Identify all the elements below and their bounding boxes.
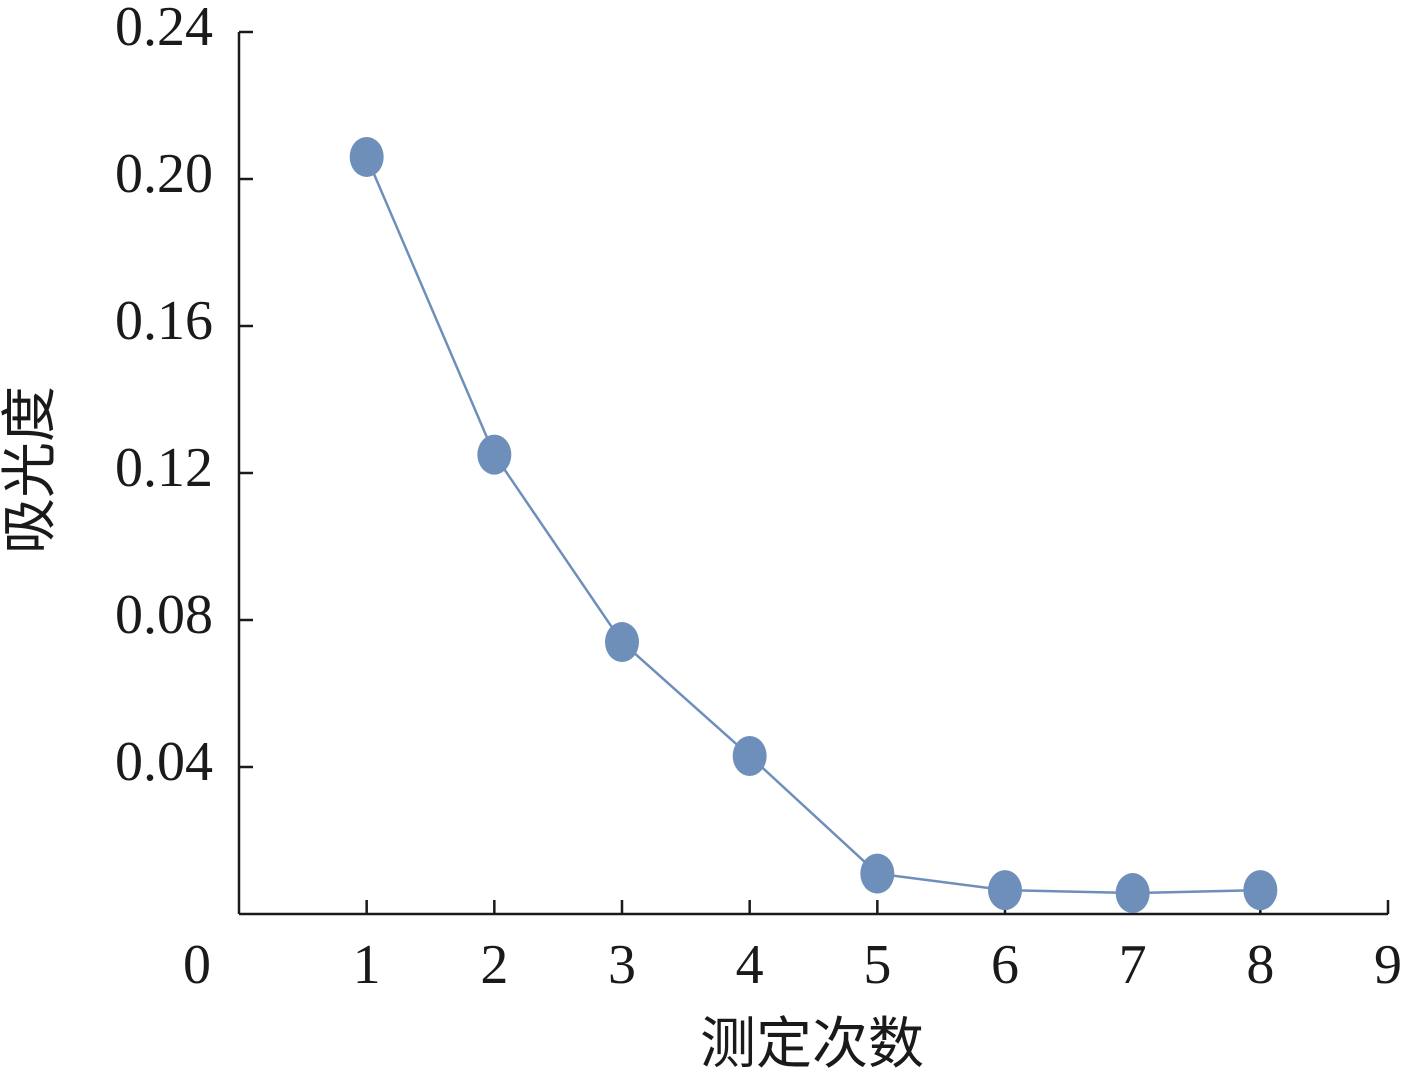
marker bbox=[349, 136, 384, 177]
x-tick-label: 8 bbox=[1246, 934, 1274, 996]
marker bbox=[860, 853, 895, 894]
y-tick-label: 0.08 bbox=[115, 584, 213, 646]
marker bbox=[1243, 870, 1278, 911]
x-tick-label: 9 bbox=[1374, 934, 1402, 996]
x-tick-label: 5 bbox=[863, 934, 891, 996]
marker bbox=[988, 870, 1022, 911]
marker bbox=[477, 434, 512, 475]
y-tick-label: 0.20 bbox=[115, 143, 213, 205]
x-tick-label: 3 bbox=[608, 934, 636, 996]
x-tick-label: 1 bbox=[353, 934, 381, 996]
y-axis-title: 吸光度 bbox=[0, 386, 62, 554]
marker bbox=[732, 735, 767, 776]
marker bbox=[605, 622, 639, 663]
x-tick-label: 2 bbox=[480, 934, 508, 996]
x-axis-title: 测定次数 bbox=[700, 1014, 924, 1076]
x-tick-label: 6 bbox=[991, 934, 1019, 996]
line bbox=[365, 156, 1261, 895]
y-tick-label: 0.24 bbox=[115, 0, 213, 58]
marker bbox=[1115, 873, 1150, 914]
x-tick-label: 4 bbox=[736, 934, 764, 996]
y-tick-label: 0.12 bbox=[115, 437, 213, 499]
x-tick-label: 7 bbox=[1119, 934, 1147, 996]
y-tick-label: 0.16 bbox=[115, 290, 213, 352]
y-tick-label: 0.04 bbox=[115, 731, 213, 793]
x-tick-label: 0 bbox=[183, 934, 211, 996]
